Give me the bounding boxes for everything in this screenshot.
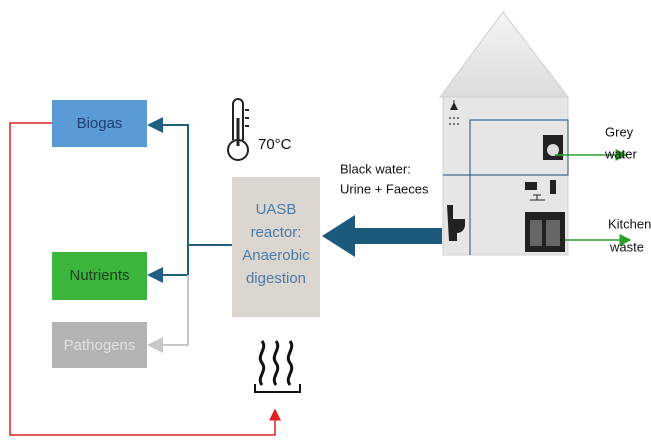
reactor-line: Anaerobic <box>242 247 310 264</box>
arrow-biogas <box>149 125 232 245</box>
arrow-pathogens <box>149 275 188 345</box>
temperature-label: 70°C <box>258 136 292 153</box>
grey-water-line: water <box>604 146 637 161</box>
kitchen-waste-line: Kitchen <box>608 216 651 231</box>
pathogens-label: Pathogens <box>64 337 136 354</box>
reactor-line: UASB <box>256 201 297 218</box>
nutrients-label: Nutrients <box>69 267 129 284</box>
reactor-line: digestion <box>246 270 306 287</box>
house <box>440 12 568 255</box>
reactor-line: reactor: <box>251 224 302 241</box>
thermometer-icon <box>228 99 249 160</box>
biogas-label: Biogas <box>77 115 123 132</box>
kitchen-waste-line: waste <box>609 239 644 254</box>
input-line: Urine + Faeces <box>340 181 429 196</box>
heat-icon <box>255 341 300 392</box>
grey-water-line: Grey <box>605 124 634 139</box>
arrow-nutrients <box>149 245 188 275</box>
input-arrow <box>322 215 442 257</box>
input-line: Black water: <box>340 161 411 176</box>
diagram: Biogas Nutrients Pathogens UASB reactor:… <box>0 0 651 446</box>
